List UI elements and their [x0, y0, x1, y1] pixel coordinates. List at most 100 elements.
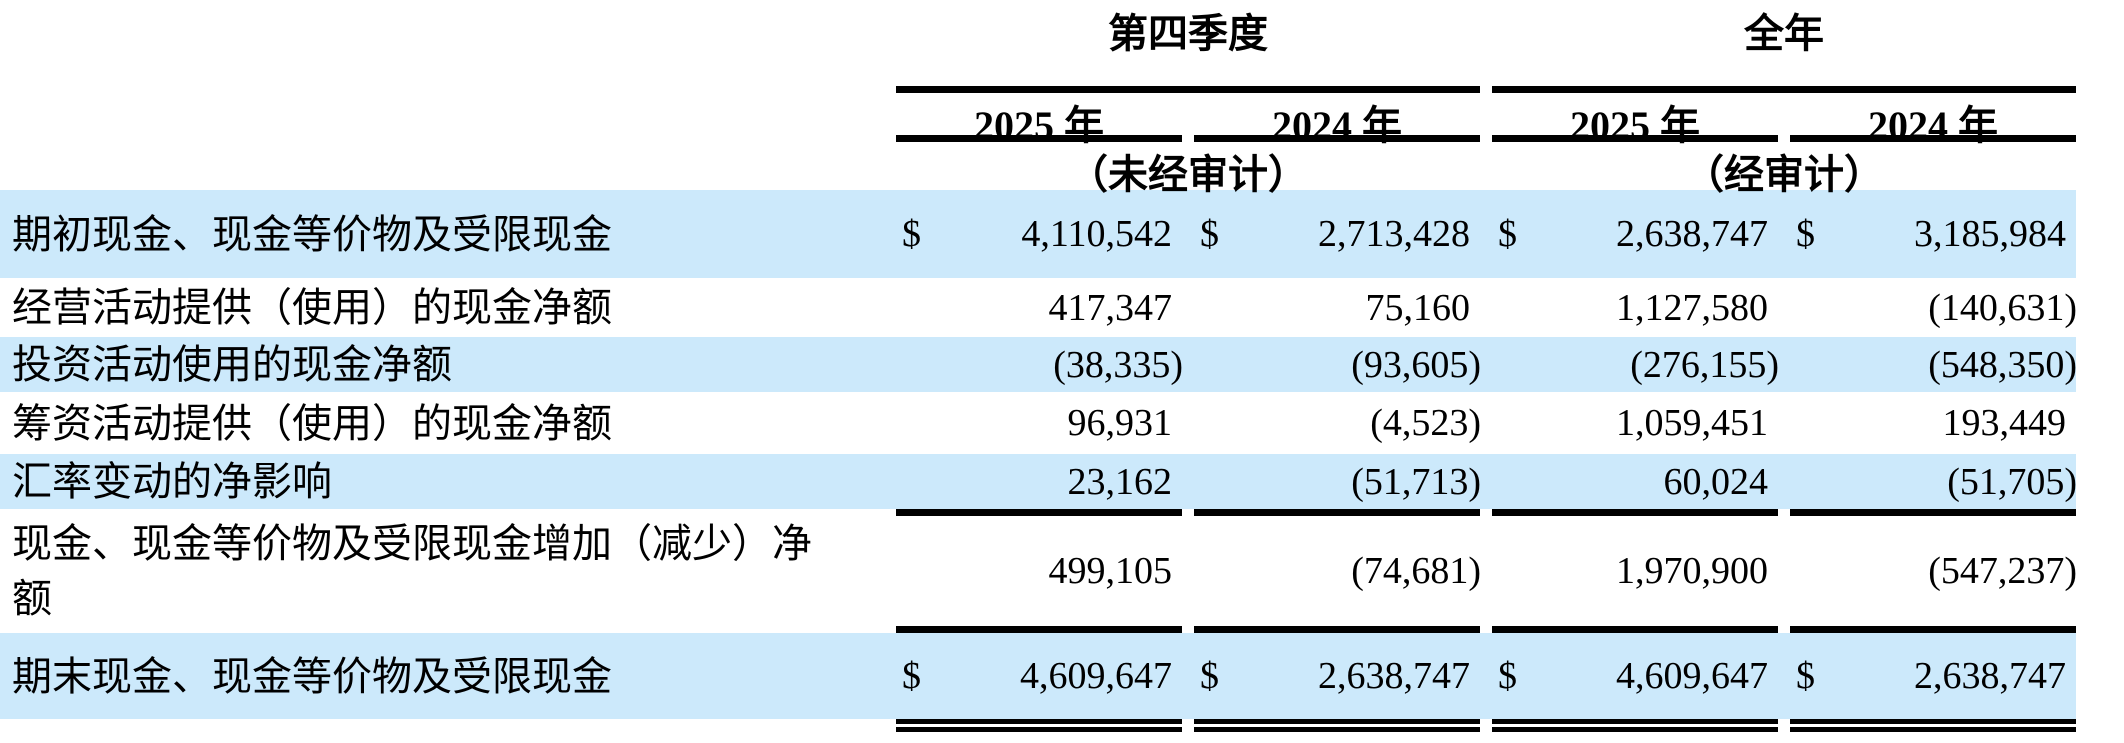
table-row: 汇率变动的净影响 23,162 (51,713) 60,024 (51,705): [0, 454, 2077, 509]
currency-symbol: $: [1796, 655, 1815, 697]
row-label: 期初现金、现金等价物及受限现金: [12, 211, 612, 257]
table-row: 经营活动提供（使用）的现金净额 417,347 75,160 1,127,580…: [0, 278, 2077, 337]
group-title-q4: 第四季度: [1108, 11, 1268, 56]
audit-note-row: （未经审计） （经审计）: [0, 142, 2076, 197]
value-cell-fy-2024: $ 2,638,747: [1790, 654, 2076, 698]
cell-value: (51,713): [1351, 460, 1481, 503]
value-cell-q4-2025: 417,347: [896, 286, 1182, 330]
cell-value: (547,237): [1928, 550, 2077, 592]
subtotal-rule-row: [0, 509, 2076, 516]
row-label: 汇率变动的净影响: [12, 459, 332, 504]
cell-value: 1,127,580: [1616, 286, 1768, 329]
subtotal-rule-col4: [1790, 626, 2076, 633]
group-underline-row: [0, 86, 2076, 93]
table-row: 期初现金、现金等价物及受限现金 $ 4,110,542 $ 2,713,428 …: [0, 190, 2076, 278]
cell-value: (548,350): [1928, 343, 2077, 386]
value-cell-fy-2024: (547,237): [1790, 549, 2077, 593]
subtotal-rule-col2: [1194, 509, 1480, 516]
year-underline-row: [0, 135, 2076, 142]
table-row: 期末现金、现金等价物及受限现金 $ 4,609,647 $ 2,638,747 …: [0, 633, 2076, 719]
cell-value: 60,024: [1663, 460, 1769, 503]
row-label: 期末现金、现金等价物及受限现金: [12, 653, 612, 699]
cell-value: 75,160: [1365, 286, 1471, 329]
cell-value: (140,631): [1928, 286, 2077, 329]
cell-value: 23,162: [1067, 460, 1173, 503]
rule-under-year-col2: [1194, 135, 1480, 142]
value-cell-q4-2025: $ 4,609,647: [896, 654, 1182, 698]
value-cell-fy-2025: 1,059,451: [1492, 401, 1778, 445]
cell-value: 1,970,900: [1616, 550, 1768, 592]
value-cell-fy-2024: (140,631): [1790, 286, 2077, 330]
value-cell-q4-2024: (51,713): [1194, 460, 1481, 504]
group-title-full-year: 全年: [1744, 11, 1824, 56]
value-cell-q4-2024: $ 2,638,747: [1194, 654, 1480, 698]
double-rule-col3: [1492, 719, 1778, 732]
value-cell-q4-2024: (93,605): [1194, 343, 1481, 387]
value-cell-fy-2025: (276,155): [1492, 343, 1779, 387]
rule-under-year-col3: [1492, 135, 1778, 142]
cell-value: (51,705): [1947, 460, 2077, 503]
currency-symbol: $: [1200, 213, 1219, 255]
row-label: 筹资活动提供（使用）的现金净额: [12, 400, 612, 446]
cell-value: 2,638,747: [1914, 655, 2066, 697]
currency-symbol: $: [902, 655, 921, 697]
subtotal-rule-col1: [896, 509, 1182, 516]
year-header-row: 2025 年 2024 年 2025 年 2024 年: [0, 93, 2076, 148]
value-cell-fy-2024: 193,449: [1790, 401, 2076, 445]
cell-value: 499,105: [1048, 550, 1173, 592]
value-cell-fy-2024: (51,705): [1790, 460, 2077, 504]
value-cell-q4-2024: (74,681): [1194, 549, 1481, 593]
group-header-row: 第四季度 全年: [0, 0, 2076, 60]
currency-symbol: $: [1200, 655, 1219, 697]
cell-value: 193,449: [1942, 402, 2067, 444]
cell-value: 1,059,451: [1616, 402, 1768, 444]
subtotal-rule-col4: [1790, 509, 2076, 516]
value-cell-q4-2025: (38,335): [896, 343, 1183, 387]
row-label: 投资活动使用的现金净额: [12, 342, 452, 387]
cell-value: 2,638,747: [1318, 655, 1470, 697]
rule-under-year-col4: [1790, 135, 2076, 142]
subtotal-rule-col1: [896, 626, 1182, 633]
value-cell-q4-2025: 96,931: [896, 401, 1182, 445]
value-cell-fy-2025: 1,127,580: [1492, 286, 1778, 330]
value-cell-q4-2024: 75,160: [1194, 286, 1480, 330]
cell-value: (38,335): [1053, 343, 1183, 386]
cell-value: 96,931: [1067, 402, 1173, 444]
value-cell-fy-2025: 60,024: [1492, 460, 1778, 504]
cell-value: 4,609,647: [1020, 655, 1172, 697]
value-cell-q4-2024: $ 2,713,428: [1194, 212, 1480, 256]
value-cell-q4-2025: 499,105: [896, 549, 1182, 593]
subtotal-rule-col3: [1492, 626, 1778, 633]
currency-symbol: $: [1498, 655, 1517, 697]
table-row: 筹资活动提供（使用）的现金净额 96,931 (4,523) 1,059,451…: [0, 392, 2076, 454]
cell-value: 3,185,984: [1914, 213, 2066, 255]
subtotal-rule-col3: [1492, 509, 1778, 516]
row-label: 经营活动提供（使用）的现金净额: [12, 285, 612, 330]
cell-value: 4,110,542: [1021, 213, 1172, 255]
table-body: 期初现金、现金等价物及受限现金 $ 4,110,542 $ 2,713,428 …: [0, 190, 2077, 732]
subtotal-rule-row: [0, 626, 2076, 633]
value-cell-fy-2025: $ 2,638,747: [1492, 212, 1778, 256]
subtotal-rule-col2: [1194, 626, 1480, 633]
double-rule-col4: [1790, 719, 2076, 732]
value-cell-fy-2025: $ 4,609,647: [1492, 654, 1778, 698]
cell-value: (93,605): [1351, 343, 1481, 386]
cell-value: (4,523): [1370, 402, 1481, 444]
value-cell-q4-2024: (4,523): [1194, 401, 1481, 445]
double-rule-col2: [1194, 719, 1480, 732]
currency-symbol: $: [1498, 213, 1517, 255]
cell-value: 4,609,647: [1616, 655, 1768, 697]
cell-value: (276,155): [1630, 343, 1779, 386]
currency-symbol: $: [1796, 213, 1815, 255]
row-label: 现金、现金等价物及受限现金增加（减少）净额: [12, 521, 812, 621]
rule-under-full-year-group: [1492, 86, 2076, 93]
value-cell-q4-2025: 23,162: [896, 460, 1182, 504]
total-double-rule-row: [0, 719, 2076, 732]
cash-flow-table: 第四季度 全年 2025 年 2024 年 2025 年 2024 年 （未经审…: [0, 0, 2077, 732]
cell-value: 417,347: [1048, 286, 1173, 329]
audit-note-unaudited: （未经审计）: [1068, 152, 1308, 197]
rule-under-q4-group: [896, 86, 1480, 93]
rule-under-year-col1: [896, 135, 1182, 142]
cell-value: 2,713,428: [1318, 213, 1470, 255]
